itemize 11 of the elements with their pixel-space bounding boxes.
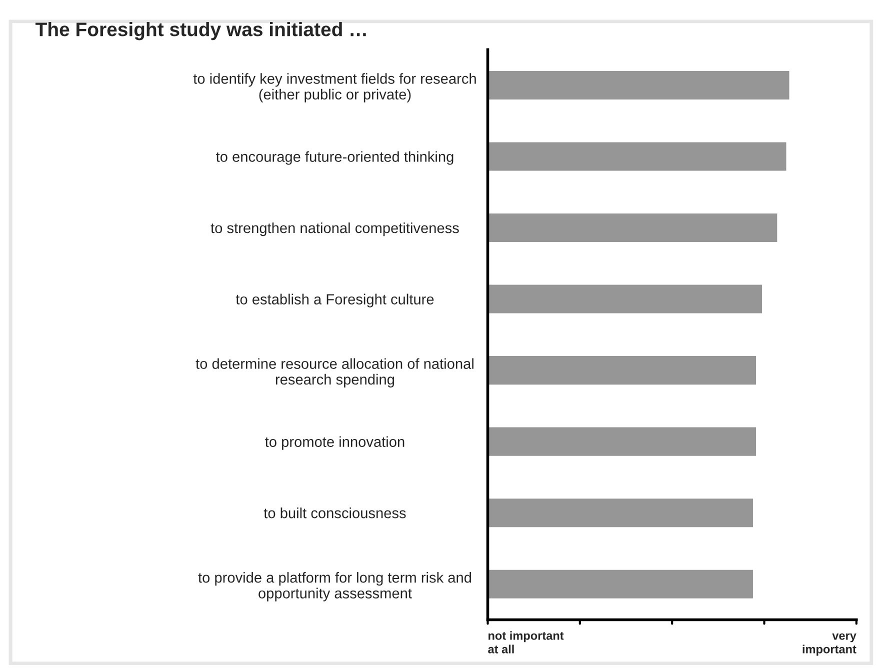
y-tick-label: to identify key investment fields for research (either public or private) bbox=[193, 73, 476, 102]
y-tick-label: to promote innovation bbox=[265, 436, 404, 450]
text: very important bbox=[802, 633, 856, 656]
text: not important at all bbox=[488, 631, 564, 654]
y-tick-label: to determine resource allocation of national research spending bbox=[196, 358, 474, 388]
y-tick-label: to strengthen national competitiveness bbox=[210, 222, 459, 236]
y-tick-label: to provide a platform for long term risk and opportunity assessment bbox=[198, 572, 472, 602]
y-tick-label: to encourage future-oriented thinking bbox=[216, 151, 454, 165]
y-tick-label: to built consciousness bbox=[264, 508, 406, 518]
y-tick-label: to establish a Foresight culture bbox=[236, 294, 434, 308]
text: The Foresight study was initiated … bbox=[36, 22, 366, 40]
